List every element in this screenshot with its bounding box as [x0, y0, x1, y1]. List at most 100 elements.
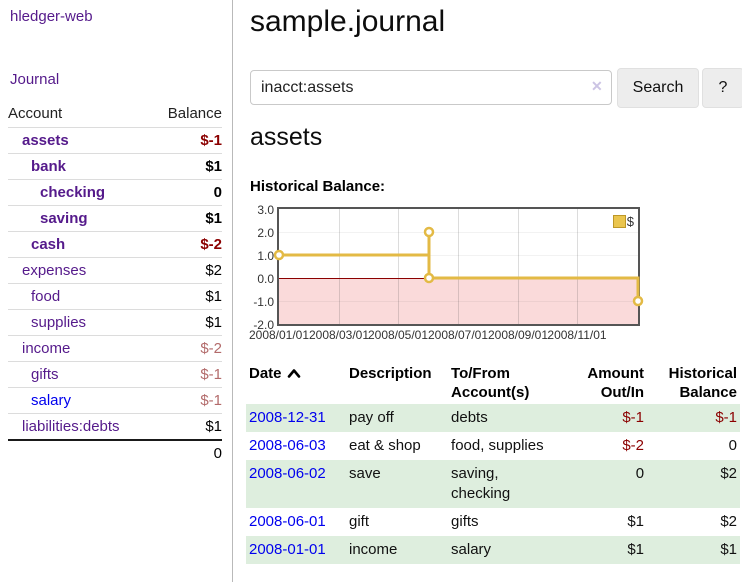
y-tick-label: 1.0 — [257, 249, 274, 263]
account-link-supplies[interactable]: supplies — [31, 314, 87, 331]
account-link-checking[interactable]: checking — [40, 184, 106, 201]
account-link-bank[interactable]: bank — [31, 158, 67, 175]
register-row: 2008-06-02 save saving, checking 0 $2 — [246, 460, 740, 508]
y-tick-label: -1.0 — [253, 295, 274, 309]
transaction-balance: 0 — [728, 437, 737, 454]
account-balance: $1 — [152, 309, 222, 336]
account-balance: 0 — [152, 179, 222, 206]
accounts-header-balance: Balance — [152, 102, 222, 128]
transaction-accounts: debts — [451, 409, 488, 426]
transaction-description: save — [349, 465, 381, 482]
accounts-total-balance: 0 — [152, 439, 222, 466]
help-button[interactable]: ? — [702, 68, 742, 108]
chart-legend: $ — [612, 214, 634, 229]
search-input[interactable] — [250, 70, 612, 105]
legend-label: $ — [626, 214, 634, 229]
account-heading: assets — [250, 123, 323, 151]
register-row: 2008-06-01 gift gifts $1 $2 — [246, 508, 740, 536]
search-button[interactable]: Search — [617, 68, 699, 108]
transaction-balance: $-1 — [715, 409, 737, 426]
x-tick-label: 2008/05/01 — [367, 328, 429, 342]
column-header-balance[interactable]: Historical Balance — [668, 365, 737, 401]
transaction-description: eat & shop — [349, 437, 421, 454]
accounts-header-row: Account Balance — [8, 102, 222, 128]
v-gridline — [339, 209, 340, 324]
transaction-amount: $1 — [627, 513, 645, 530]
page-title: sample.journal — [250, 5, 446, 38]
main-content: sample.journal ✕ Search ? assets Histori… — [246, 0, 742, 582]
column-header-description[interactable]: Description — [349, 365, 432, 382]
data-point-marker — [423, 226, 435, 238]
account-balance: $1 — [152, 205, 222, 232]
account-link-expenses[interactable]: expenses — [22, 262, 87, 279]
y-tick-label: -2.0 — [253, 318, 274, 332]
transaction-accounts: salary — [451, 541, 492, 558]
data-point-marker — [632, 295, 644, 307]
column-header-date[interactable]: Date — [246, 361, 346, 404]
account-link-assets[interactable]: assets — [22, 132, 69, 149]
transaction-accounts: gifts — [451, 513, 479, 530]
transaction-date-link[interactable]: 2008-06-03 — [249, 437, 326, 454]
account-row: food $1 — [8, 283, 222, 310]
account-row: liabilities:debts $1 — [8, 413, 222, 440]
legend-swatch-icon — [612, 215, 626, 228]
account-link-cash[interactable]: cash — [31, 236, 66, 253]
clear-search-icon[interactable]: ✕ — [591, 78, 603, 94]
transaction-date-link[interactable]: 2008-06-02 — [249, 465, 326, 482]
account-link-saving[interactable]: saving — [40, 210, 88, 227]
register-table: Date Description To/From Account(s) Amou… — [246, 361, 740, 564]
account-link-gifts[interactable]: gifts — [31, 366, 59, 383]
sidebar-item-journal[interactable]: Journal — [10, 71, 60, 88]
column-header-accounts[interactable]: To/From Account(s) — [451, 365, 530, 401]
transaction-accounts: saving, checking — [451, 465, 511, 502]
transaction-date-link[interactable]: 2008-01-01 — [249, 541, 326, 558]
account-row: gifts $-1 — [8, 361, 222, 388]
v-gridline — [577, 209, 578, 324]
accounts-header-account: Account — [8, 102, 152, 128]
transaction-description: gift — [349, 513, 370, 530]
register-row: 2008-01-01 income salary $1 $1 — [246, 536, 740, 564]
account-row: assets $-1 — [8, 127, 222, 154]
account-balance: $-1 — [152, 361, 222, 388]
account-balance: $2 — [152, 257, 222, 284]
transaction-description: pay off — [349, 409, 394, 426]
transaction-description: income — [349, 541, 398, 558]
x-tick-label: 2008/09/01 — [487, 328, 549, 342]
balance-series-line — [273, 226, 644, 307]
transaction-date-link[interactable]: 2008-12-31 — [249, 409, 326, 426]
transaction-balance: $1 — [720, 541, 737, 558]
account-link-liabilities-debts[interactable]: liabilities:debts — [22, 418, 120, 435]
account-balance: $-2 — [152, 231, 222, 258]
transaction-amount: $-1 — [622, 409, 645, 426]
transaction-balance: $2 — [720, 513, 737, 530]
h-gridline — [279, 232, 638, 233]
register-row: 2008-12-31 pay off debts $-1 $-1 — [246, 404, 740, 432]
account-link-income[interactable]: income — [22, 340, 71, 357]
transaction-date-link[interactable]: 2008-06-01 — [249, 513, 326, 530]
account-row: salary $-1 — [8, 387, 222, 414]
transaction-amount: $1 — [627, 541, 645, 558]
x-tick-label: 2008/03/01 — [308, 328, 370, 342]
accounts-tree-table: Account Balance assets $-1 bank $1 check… — [8, 102, 222, 466]
v-gridline — [518, 209, 519, 324]
account-balance: $-1 — [152, 387, 222, 414]
account-link-salary[interactable]: salary — [31, 392, 72, 409]
register-header-row: Date Description To/From Account(s) Amou… — [246, 361, 740, 404]
account-link-food[interactable]: food — [31, 288, 61, 305]
v-gridline — [458, 209, 459, 324]
accounts-total-row: 0 — [8, 439, 222, 466]
account-row: expenses $2 — [8, 257, 222, 284]
app-brand-link[interactable]: hledger-web — [10, 8, 93, 25]
account-balance: $1 — [152, 153, 222, 180]
column-header-amount[interactable]: Amount Out/In — [587, 365, 645, 401]
transaction-accounts: food, supplies — [451, 437, 544, 454]
chart-title: Historical Balance: — [250, 178, 386, 195]
account-row: checking 0 — [8, 179, 222, 206]
account-balance: $-1 — [152, 127, 222, 154]
sidebar: hledger-web Journal Account Balance asse… — [0, 0, 233, 582]
y-tick-label: 3.0 — [257, 203, 274, 217]
y-tick-label: 2.0 — [257, 226, 274, 240]
x-tick-label: 2008/07/01 — [427, 328, 489, 342]
account-row: supplies $1 — [8, 309, 222, 336]
x-tick-label: 2008/11/01 — [547, 328, 607, 342]
